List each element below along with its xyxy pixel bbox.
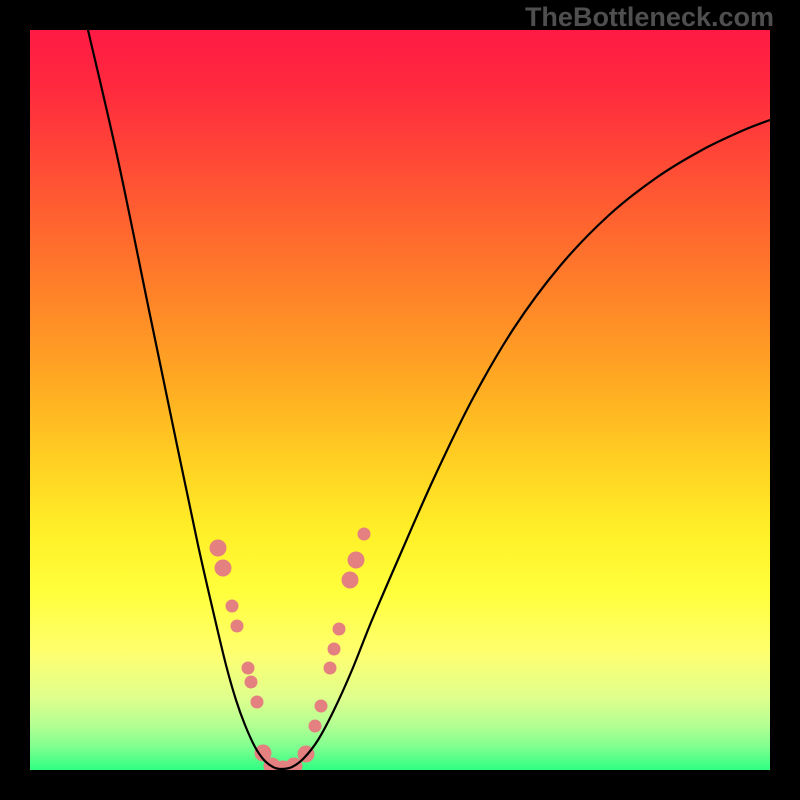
data-point [226, 600, 239, 613]
data-point [328, 643, 341, 656]
data-point [358, 528, 371, 541]
data-point [251, 696, 264, 709]
data-point [215, 560, 232, 577]
data-point [309, 720, 322, 733]
curve-layer [0, 0, 800, 800]
data-point [348, 552, 365, 569]
bottleneck-curve [88, 30, 770, 769]
watermark-text: TheBottleneck.com [525, 2, 774, 33]
data-point [315, 700, 328, 713]
data-point [333, 623, 346, 636]
data-point [242, 662, 255, 675]
chart-frame [0, 0, 800, 800]
data-point [324, 662, 337, 675]
data-point [210, 540, 227, 557]
chart-root: { "canvas": { "width": 800, "height": 80… [0, 0, 800, 800]
data-point [342, 572, 359, 589]
data-point [231, 620, 244, 633]
data-point [245, 676, 258, 689]
